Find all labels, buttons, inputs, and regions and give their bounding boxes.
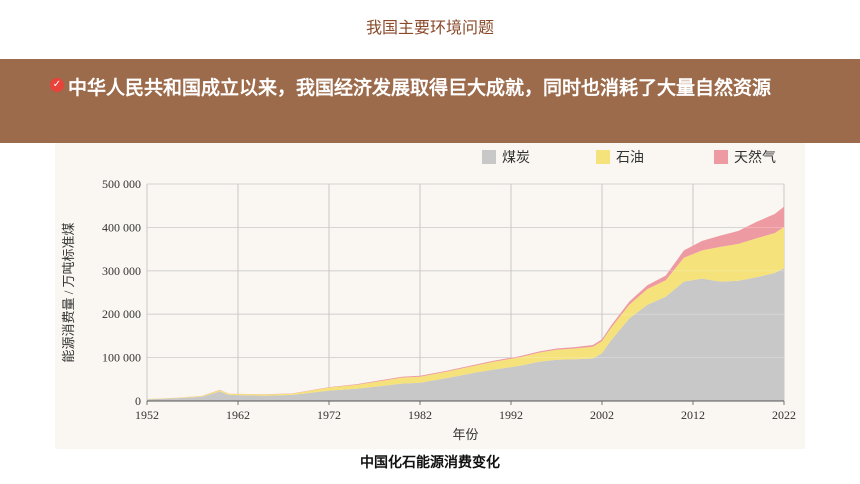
x-tick-label: 1982 — [408, 408, 432, 422]
y-tick-label: 200 000 — [102, 307, 141, 321]
y-tick-label: 300 000 — [102, 264, 141, 278]
legend-swatch-煤炭 — [482, 150, 496, 164]
x-tick-label: 1962 — [226, 408, 250, 422]
y-axis-label: 能源消费量 / 万吨标准煤 — [61, 222, 76, 362]
fossil-energy-chart: 0 100 000 200 000 300 000 400 000 500 000 1952… — [61, 149, 796, 442]
banner-statement: 中华人民共和国成立以来，我国经济发展取得巨大成就，同时也消耗了大量自然资源 — [68, 77, 772, 99]
y-tick-label: 100 000 — [102, 351, 141, 365]
banner-text: 中华人民共和国成立以来，我国经济发展取得巨大成就，同时也消耗了大量自然资源 — [52, 73, 822, 103]
x-tick-label: 2022 — [772, 408, 796, 422]
x-tick-label: 1992 — [499, 408, 523, 422]
banner: 中华人民共和国成立以来，我国经济发展取得巨大成就，同时也消耗了大量自然资源 — [0, 59, 860, 143]
y-tick-label: 0 — [135, 394, 141, 408]
x-tick-label: 1952 — [135, 408, 159, 422]
x-tick-label: 2012 — [681, 408, 705, 422]
area-煤炭 — [147, 268, 784, 401]
chart-caption: 中国化石能源消费变化 — [360, 455, 500, 471]
chart-frame: 0 100 000 200 000 300 000 400 000 500 000 1952… — [55, 143, 805, 449]
legend-label-天然气: 天然气 — [734, 149, 776, 166]
legend-label-煤炭: 煤炭 — [502, 150, 530, 166]
legend-swatch-石油 — [596, 150, 610, 164]
check-circle-icon: ✓ — [50, 78, 64, 92]
slide-title: 我国主要环境问题 — [365, 18, 494, 37]
y-tick-label: 400 000 — [102, 220, 141, 234]
y-tick-label: 500 000 — [102, 177, 141, 191]
x-tick-label: 2002 — [590, 408, 614, 422]
legend-label-石油: 石油 — [616, 150, 644, 166]
x-tick-label: 1972 — [317, 408, 341, 422]
legend-swatch-天然气 — [714, 150, 728, 164]
x-axis-label: 年份 — [452, 427, 478, 442]
